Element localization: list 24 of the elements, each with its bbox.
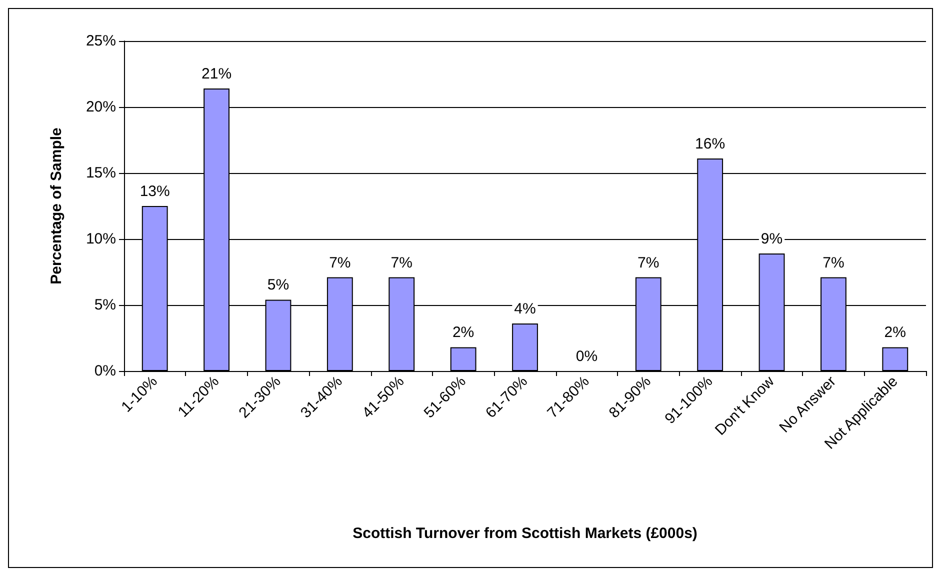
- y-tick-label: 25%: [86, 32, 116, 50]
- data-label: 7%: [390, 254, 412, 272]
- data-label: 13%: [140, 183, 170, 200]
- data-label: 0%: [576, 348, 598, 365]
- x-axis-title: Scottish Turnover from Scottish Markets (£000s): [352, 525, 698, 542]
- data-label: 7%: [329, 254, 351, 272]
- data-label: 7%: [822, 254, 844, 272]
- data-label: 4%: [514, 300, 536, 318]
- data-label: 2%: [884, 324, 906, 342]
- y-tick-label: 10%: [86, 230, 116, 248]
- y-tick-label: 20%: [86, 98, 116, 116]
- bar: [450, 347, 476, 371]
- data-label: 7%: [638, 254, 660, 272]
- y-axis-title: Percentage of Sample: [48, 128, 65, 284]
- data-label: 2%: [452, 324, 474, 342]
- data-label: 21%: [202, 66, 232, 83]
- y-tick-label: 0%: [94, 362, 116, 380]
- data-label: 9%: [760, 230, 783, 248]
- data-label: 16%: [695, 135, 726, 152]
- y-tick-label: 5%: [94, 296, 116, 314]
- y-tick-label: 15%: [86, 164, 116, 182]
- data-label: 5%: [267, 276, 290, 294]
- bar: [512, 323, 538, 371]
- bar: [882, 347, 908, 371]
